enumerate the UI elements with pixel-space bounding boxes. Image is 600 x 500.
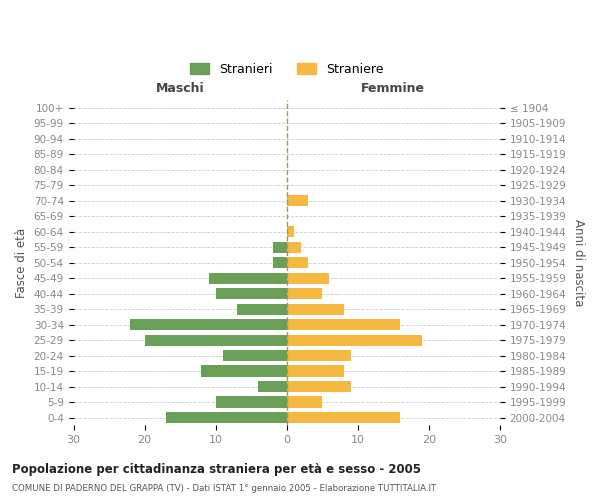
Y-axis label: Fasce di età: Fasce di età: [15, 228, 28, 298]
Bar: [287, 366, 344, 376]
Bar: [287, 350, 351, 361]
Bar: [287, 242, 301, 253]
Legend: Stranieri, Straniere: Stranieri, Straniere: [185, 58, 389, 81]
Text: Popolazione per cittadinanza straniera per età e sesso - 2005: Popolazione per cittadinanza straniera p…: [12, 462, 421, 475]
Bar: [272, 257, 287, 268]
Bar: [287, 272, 329, 283]
Bar: [287, 257, 308, 268]
Bar: [209, 272, 287, 283]
Bar: [215, 288, 287, 299]
Text: Femmine: Femmine: [361, 82, 425, 96]
Bar: [202, 366, 287, 376]
Bar: [287, 304, 344, 314]
Bar: [287, 226, 294, 237]
Bar: [287, 334, 422, 345]
Bar: [287, 396, 322, 407]
Bar: [287, 381, 351, 392]
Text: Maschi: Maschi: [156, 82, 205, 96]
Bar: [272, 242, 287, 253]
Bar: [287, 319, 400, 330]
Bar: [215, 396, 287, 407]
Bar: [287, 412, 400, 423]
Bar: [287, 195, 308, 206]
Bar: [287, 288, 322, 299]
Bar: [145, 334, 287, 345]
Bar: [237, 304, 287, 314]
Bar: [130, 319, 287, 330]
Bar: [166, 412, 287, 423]
Y-axis label: Anni di nascita: Anni di nascita: [572, 219, 585, 306]
Bar: [223, 350, 287, 361]
Bar: [259, 381, 287, 392]
Text: COMUNE DI PADERNO DEL GRAPPA (TV) - Dati ISTAT 1° gennaio 2005 - Elaborazione TU: COMUNE DI PADERNO DEL GRAPPA (TV) - Dati…: [12, 484, 436, 493]
